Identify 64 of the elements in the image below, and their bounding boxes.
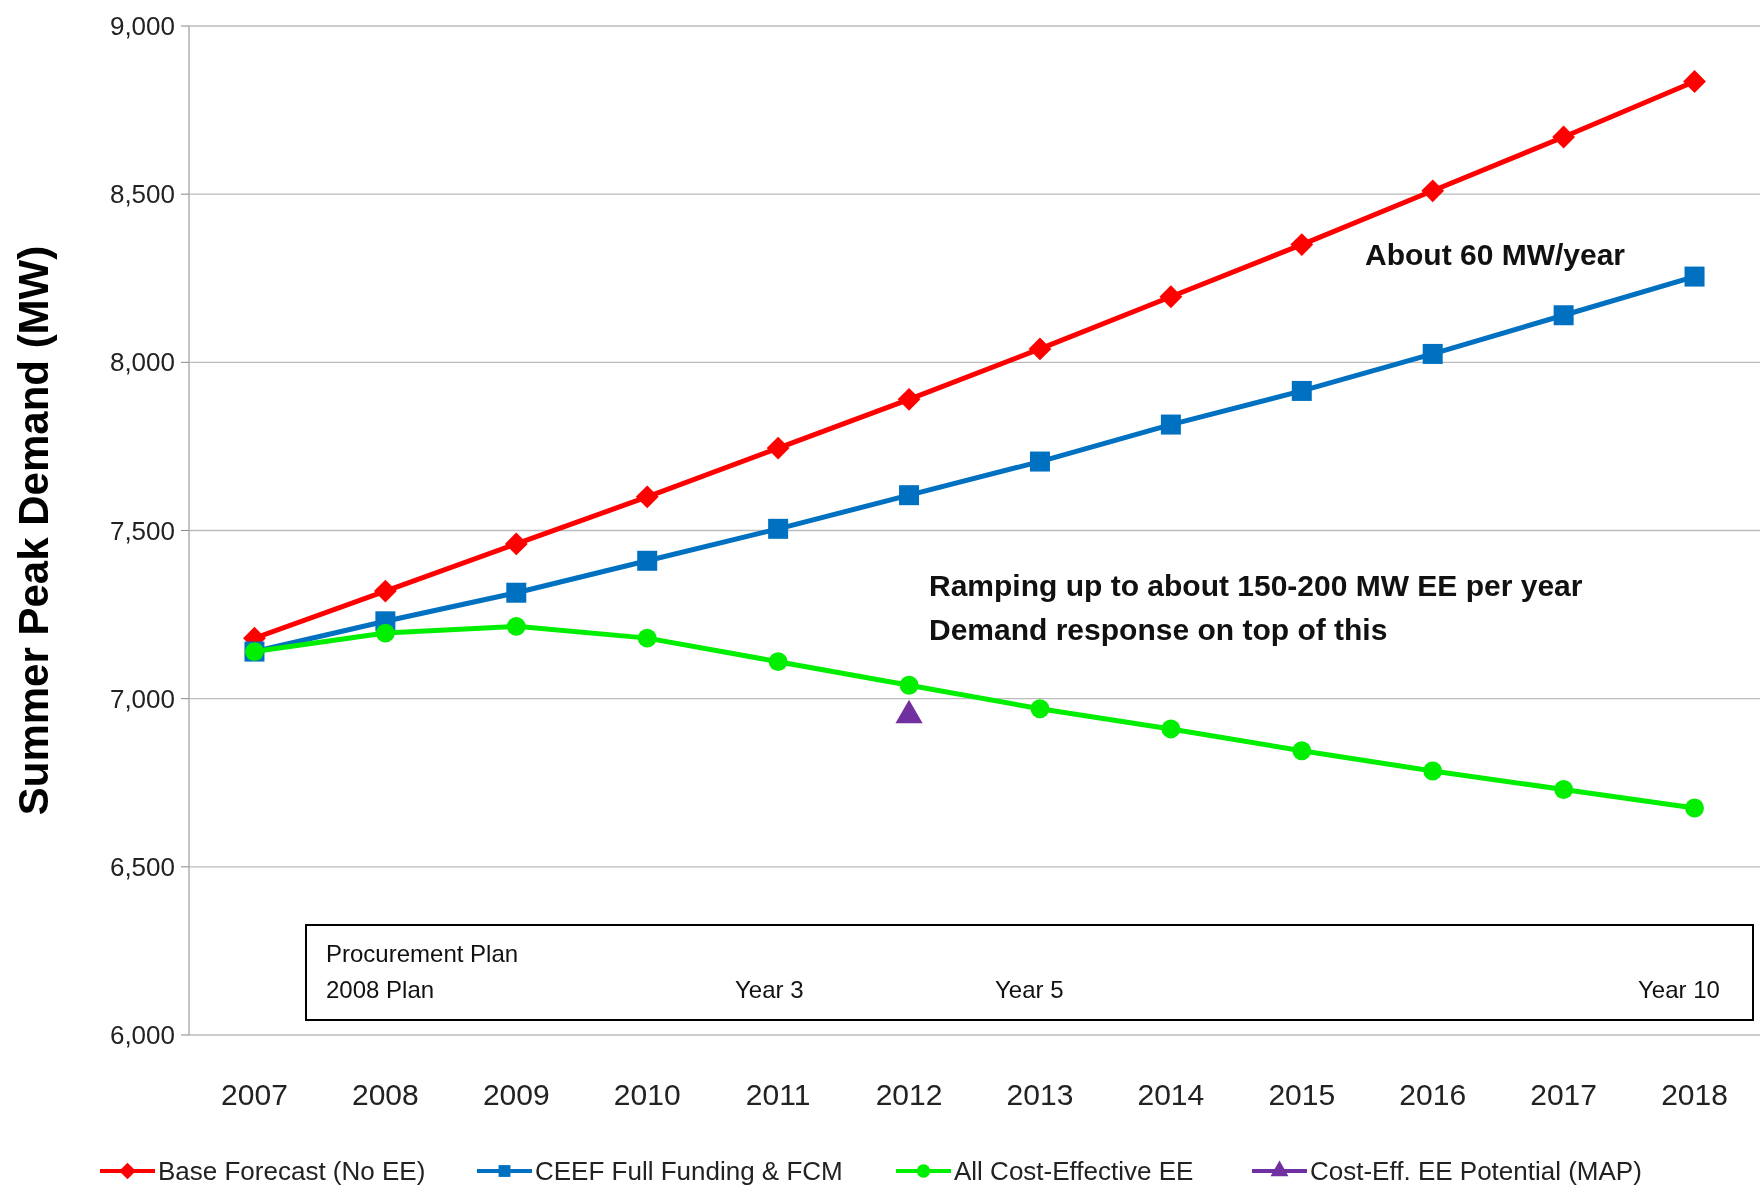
annotation: Year 3 bbox=[735, 976, 804, 1003]
y-tick-label: 7,000 bbox=[109, 683, 175, 714]
point bbox=[373, 579, 397, 603]
y-axis-title: Summer Peak Demand (MW) bbox=[10, 245, 57, 816]
point bbox=[1423, 761, 1443, 781]
x-tick-label: 2012 bbox=[875, 1078, 943, 1111]
point bbox=[897, 387, 921, 411]
x-tick-label: 2011 bbox=[745, 1078, 811, 1111]
point bbox=[1685, 798, 1704, 818]
legend-label: CEEF Full Funding & FCM bbox=[535, 1156, 843, 1187]
y-tick-label: 6,500 bbox=[109, 851, 175, 882]
annotation: Year 5 bbox=[995, 976, 1064, 1003]
annotation: 2008 Plan bbox=[326, 976, 435, 1003]
x-tick-label: 2015 bbox=[1268, 1078, 1336, 1111]
point bbox=[637, 628, 657, 648]
x-tick-label: 2016 bbox=[1399, 1078, 1467, 1111]
point bbox=[375, 623, 395, 643]
point bbox=[1683, 70, 1706, 93]
point bbox=[1422, 343, 1443, 364]
point bbox=[1291, 380, 1312, 401]
point bbox=[1028, 337, 1052, 361]
y-tick-label: 8,000 bbox=[109, 347, 175, 378]
legend-label: Cost-Eff. EE Potential (MAP) bbox=[1310, 1156, 1642, 1187]
y-tick-label: 8,500 bbox=[109, 179, 175, 210]
point bbox=[899, 675, 919, 695]
annotation: Demand response on top of this bbox=[929, 613, 1388, 646]
point bbox=[1421, 179, 1445, 203]
point bbox=[1030, 699, 1050, 719]
point bbox=[1292, 741, 1312, 761]
annotation: Ramping up to about 150-200 MW EE per year bbox=[929, 569, 1583, 602]
x-tick-label: 2017 bbox=[1530, 1078, 1597, 1111]
point bbox=[506, 582, 527, 603]
point bbox=[768, 518, 789, 539]
y-tick-label: 9,000 bbox=[109, 11, 175, 42]
point bbox=[635, 485, 659, 509]
x-tick-label: 2010 bbox=[613, 1078, 681, 1111]
point bbox=[1290, 233, 1314, 257]
y-tick-label: 7,500 bbox=[109, 515, 175, 546]
point bbox=[768, 652, 788, 672]
legend-label: All Cost-Effective EE bbox=[954, 1156, 1194, 1187]
point bbox=[766, 436, 790, 460]
point bbox=[899, 485, 920, 506]
x-tick-label: 2007 bbox=[221, 1078, 288, 1111]
point bbox=[1029, 451, 1050, 472]
point bbox=[504, 532, 528, 556]
annotation: Procurement Plan bbox=[326, 940, 519, 967]
point bbox=[506, 616, 526, 636]
y-tick-label: 6,000 bbox=[109, 1020, 175, 1051]
point bbox=[1554, 780, 1574, 799]
legend-label: Base Forecast (No EE) bbox=[158, 1156, 426, 1187]
annotation: About 60 MW/year bbox=[1365, 238, 1626, 271]
point bbox=[1161, 719, 1181, 739]
point bbox=[1552, 125, 1576, 149]
point bbox=[637, 550, 658, 571]
x-tick-label: 2014 bbox=[1137, 1078, 1205, 1111]
point bbox=[1160, 414, 1181, 435]
x-tick-label: 2008 bbox=[352, 1078, 419, 1111]
x-tick-label: 2013 bbox=[1006, 1078, 1074, 1111]
annotation: Year 10 bbox=[1638, 976, 1720, 1003]
x-tick-label: 2018 bbox=[1661, 1078, 1728, 1111]
point bbox=[1159, 285, 1183, 309]
point bbox=[1684, 266, 1705, 287]
x-tick-label: 2009 bbox=[482, 1078, 550, 1111]
point bbox=[1553, 305, 1574, 326]
